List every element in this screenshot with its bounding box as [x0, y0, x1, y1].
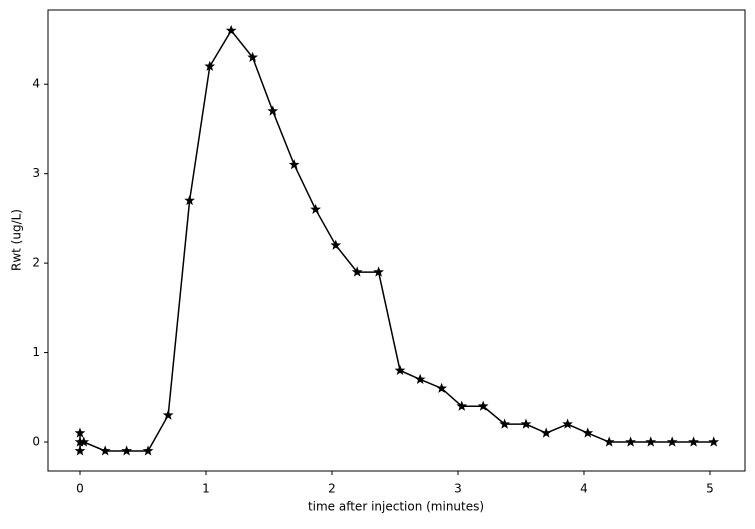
data-point [74, 445, 86, 456]
data-point [625, 436, 636, 447]
x-tick-label: 0 [76, 482, 84, 496]
data-point [204, 60, 216, 71]
data-point [74, 427, 86, 438]
data-point [477, 400, 489, 411]
data-point [394, 364, 406, 376]
data-point [373, 266, 384, 277]
data-point [121, 445, 132, 456]
x-tick-label: 2 [328, 482, 336, 496]
data-point [603, 436, 615, 447]
data-point [288, 159, 300, 170]
data-point [330, 239, 342, 250]
data-point [520, 418, 532, 429]
data-point [142, 445, 154, 456]
data-point [645, 436, 657, 447]
data-point [499, 418, 510, 429]
data-point [78, 436, 90, 447]
data-line [79, 29, 714, 452]
data-point [414, 373, 426, 384]
x-tick-label: 5 [706, 482, 714, 496]
data-point [562, 418, 573, 429]
data-point [582, 427, 594, 438]
y-tick-label: 0 [32, 435, 40, 449]
plot-frame [47, 9, 746, 472]
data-point [456, 400, 468, 411]
data-point [99, 445, 111, 456]
y-tick-label: 3 [32, 166, 40, 180]
y-tick-label: 2 [32, 256, 40, 270]
data-point [162, 409, 174, 420]
data-point [310, 203, 321, 215]
data-point [267, 105, 279, 116]
x-tick-label: 1 [202, 482, 210, 496]
y-tick-label: 4 [32, 77, 40, 91]
data-point [225, 24, 237, 36]
y-tick-label: 1 [32, 345, 40, 359]
data-point [688, 436, 699, 447]
x-tick-label: 3 [454, 482, 462, 496]
x-tick-label: 4 [580, 482, 588, 496]
data-point [351, 266, 363, 277]
data-point [436, 382, 447, 393]
y-axis-label: Rwt (ug/L) [10, 209, 24, 271]
data-point [247, 51, 258, 62]
data-point [540, 427, 552, 438]
data-point [666, 436, 678, 447]
data-point [708, 436, 720, 447]
data-point [184, 194, 195, 206]
x-axis-label: time after injection (minutes) [308, 500, 484, 514]
